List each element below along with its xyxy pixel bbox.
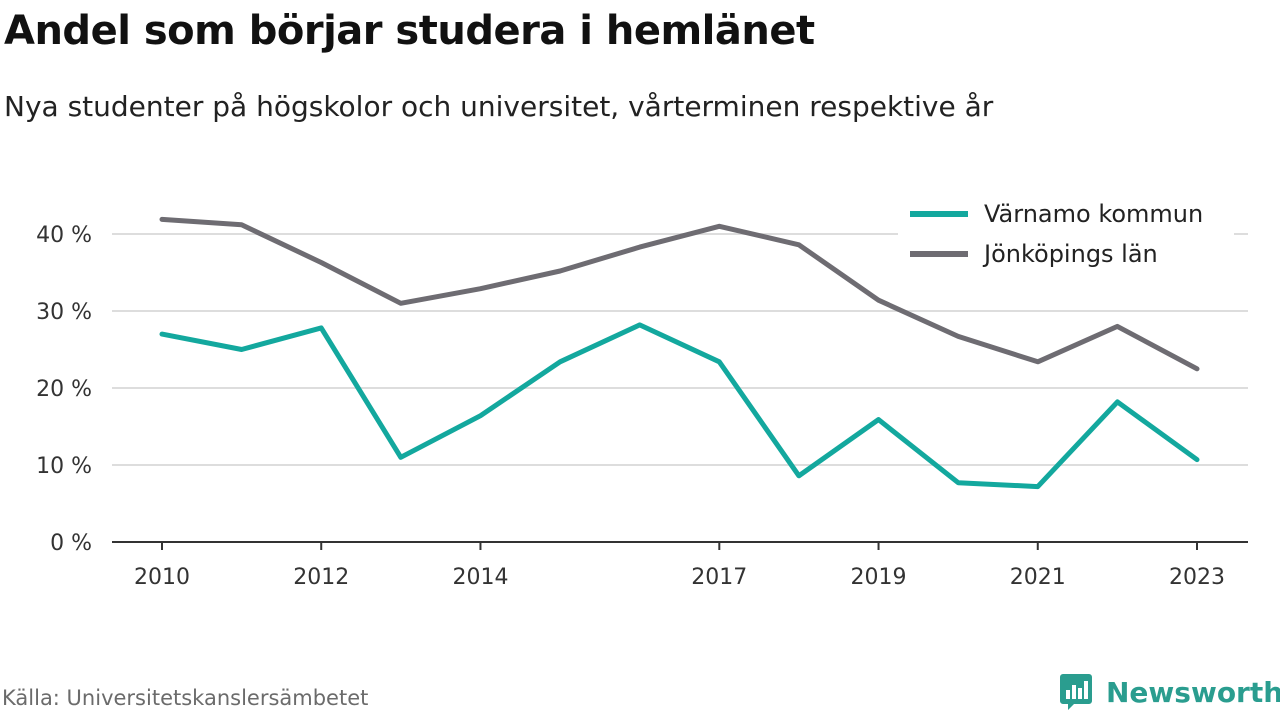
- y-tick-label: 10 %: [36, 454, 92, 479]
- brand-logo: Newsworthy: [1060, 672, 1280, 712]
- x-tick-label: 2010: [134, 565, 190, 590]
- legend: Värnamo kommun Jönköpings län: [898, 194, 1234, 278]
- legend-label: Värnamo kommun: [984, 200, 1203, 228]
- x-tick-label: 2012: [293, 565, 349, 590]
- x-tick-label: 2017: [691, 565, 747, 590]
- x-axis: 2010 2012 2014 2017 2019 2021 2023: [112, 541, 1248, 590]
- bar-chart-speech-bubble-icon: [1060, 674, 1092, 710]
- line-chart: 0 % 10 % 20 % 30 % 40 % 2010 2012 2014 2017 2019…: [36, 194, 1248, 590]
- legend-background: [898, 194, 1234, 278]
- y-tick-label: 20 %: [36, 377, 92, 402]
- source-note: Källa: Universitetskanslersämbetet: [2, 686, 369, 710]
- series-line-värnamo-kommun: [159, 322, 1200, 490]
- y-tick-label: 40 %: [36, 223, 92, 248]
- y-tick-label: 0 %: [50, 531, 92, 556]
- series-line-jönköpings-län: [159, 216, 1200, 372]
- chart-title: Andel som börjar studera i hemlänet: [4, 8, 815, 54]
- x-tick-label: 2014: [452, 565, 508, 590]
- x-tick-label: 2019: [851, 565, 907, 590]
- x-tick-label: 2023: [1169, 565, 1225, 590]
- x-tick-label: 2021: [1010, 565, 1066, 590]
- legend-label: Jönköpings län: [982, 240, 1158, 268]
- series-lines: [159, 216, 1200, 490]
- y-tick-label: 30 %: [36, 300, 92, 325]
- brand-name: Newsworthy: [1106, 675, 1280, 709]
- chart-subtitle: Nya studenter på högskolor och universit…: [4, 90, 994, 123]
